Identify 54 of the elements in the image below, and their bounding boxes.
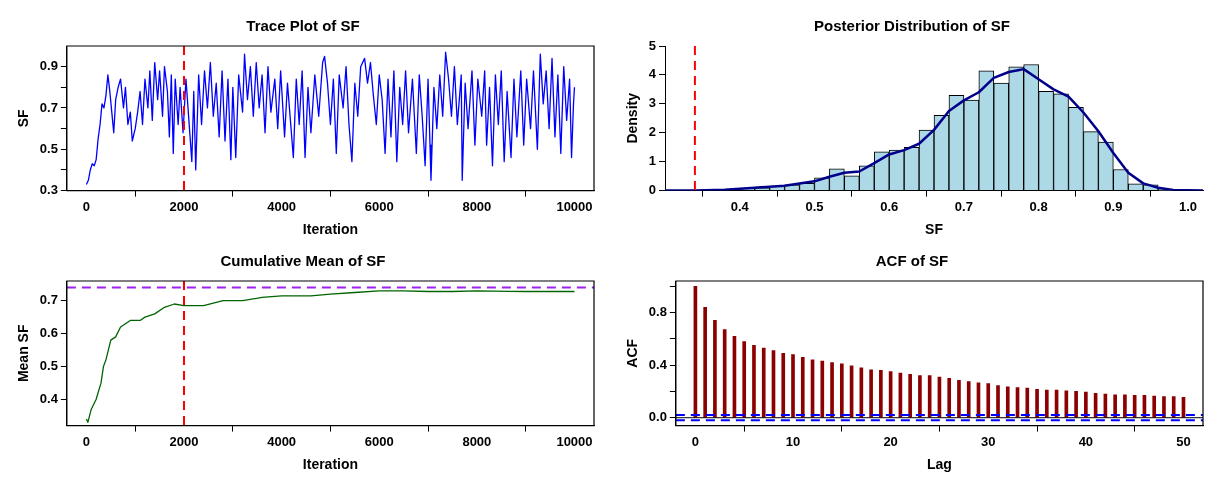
x-tick-label: 4000 — [267, 198, 297, 214]
x-tick-label: 8000 — [462, 198, 492, 214]
x-tick-label: 0 — [82, 433, 91, 449]
x-tick-label: 1.0 — [1179, 198, 1198, 214]
y-tick-label: 0.8 — [648, 304, 667, 320]
x-tick-label: 6000 — [364, 433, 394, 449]
x-tick-label: 0.4 — [730, 198, 750, 214]
x-tick-label: 0.7 — [954, 198, 973, 214]
x-tick-label: 0.8 — [1029, 198, 1048, 214]
y-tick-label: 0.5 — [39, 140, 58, 156]
x-tick-label: 30 — [981, 433, 996, 449]
x-tick-label: 40 — [1078, 433, 1094, 449]
y-tick-label: 0 — [648, 182, 657, 198]
x-tick-label: 8000 — [462, 433, 492, 449]
y-tick-label: 0.6 — [39, 325, 58, 341]
x-tick-label: 0 — [82, 198, 91, 214]
y-tick-label: 0.4 — [648, 356, 668, 372]
y-tick-label: 1 — [648, 153, 657, 169]
y-tick-label: 0.4 — [39, 390, 59, 406]
y-axis-title: SF — [15, 108, 32, 128]
y-tick-label: 5 — [648, 37, 657, 53]
chart-title: Posterior Distribution of SF — [814, 17, 1010, 35]
y-tick-label: 0.7 — [39, 292, 58, 308]
x-tick-label: 0 — [691, 433, 700, 449]
x-tick-label: 10 — [785, 433, 801, 449]
y-tick-label: 2 — [648, 124, 657, 140]
y-tick-label: 3 — [648, 95, 657, 111]
x-tick-label: 6000 — [364, 198, 394, 214]
x-tick-label: 4000 — [267, 433, 297, 449]
chart-title: Cumulative Mean of SF — [220, 252, 386, 270]
y-axis-title: ACF — [624, 338, 641, 368]
x-tick-label: 0.5 — [805, 198, 824, 214]
chart-title: Trace Plot of SF — [246, 17, 360, 35]
x-tick-label: 0.6 — [880, 198, 899, 214]
y-axis-title: Mean SF — [15, 324, 32, 383]
chart-title: ACF of SF — [875, 252, 949, 270]
x-tick-label: 2000 — [169, 198, 199, 214]
y-tick-label: 0.5 — [39, 358, 58, 374]
x-axis-title: SF — [925, 221, 944, 238]
y-tick-label: 0.0 — [648, 409, 667, 425]
x-tick-label: 50 — [1176, 433, 1191, 449]
x-tick-label: 10000 — [556, 198, 593, 214]
y-tick-label: 0.7 — [39, 99, 58, 115]
x-tick-label: 20 — [883, 433, 898, 449]
x-axis-title: Lag — [926, 456, 952, 473]
y-tick-label: 4 — [648, 66, 657, 82]
x-tick-label: 10000 — [556, 433, 593, 449]
x-tick-label: 2000 — [169, 433, 199, 449]
y-tick-label: 0.9 — [39, 58, 58, 74]
y-axis-title: Density — [624, 92, 641, 144]
x-axis-title: Iteration — [302, 456, 359, 473]
y-tick-label: 0.3 — [39, 182, 58, 198]
x-axis-title: Iteration — [302, 221, 359, 238]
x-tick-label: 0.9 — [1104, 198, 1123, 214]
